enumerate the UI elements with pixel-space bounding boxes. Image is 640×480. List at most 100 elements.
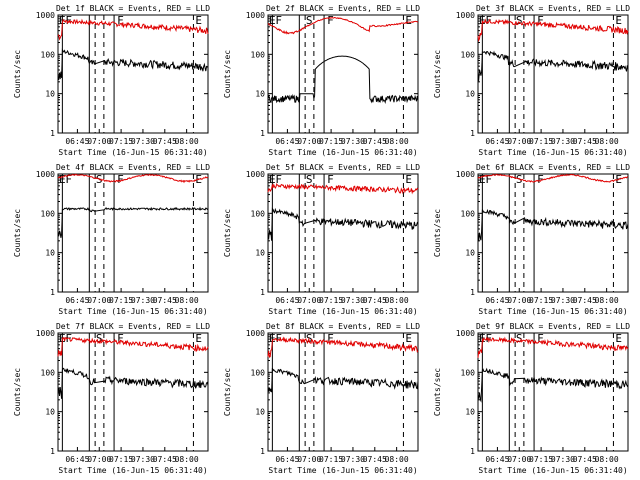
- y-tick-label: 1000: [246, 170, 265, 179]
- events-series-line: [267, 367, 419, 393]
- detector-panel: Det 3f BLACK = Events, RED = LLD 1 10 100 10…: [433, 4, 630, 157]
- y-axis-label: Counts/sec: [433, 368, 442, 416]
- lld-series-line: [477, 173, 629, 183]
- y-tick-label: 10: [45, 408, 55, 417]
- y-tick-label: 1000: [36, 170, 55, 179]
- marker-letter: S: [306, 332, 313, 345]
- events-series-line: [477, 208, 629, 242]
- axis-box: [267, 332, 419, 452]
- x-tick-label: 07:30: [131, 137, 155, 146]
- detector-panel: Det 2f BLACK = Events, RED = LLD 1 10 100 10…: [223, 4, 420, 157]
- marker-letter: F: [327, 173, 334, 186]
- y-tick-label: 10: [255, 408, 265, 417]
- y-tick-label: 1: [50, 129, 55, 138]
- marker-letter: F: [117, 14, 124, 27]
- marker-letter: F: [65, 14, 72, 27]
- x-tick-label: 07:45: [153, 455, 177, 464]
- x-axis-label: Start Time (16-Jun-15 06:31:40): [478, 307, 627, 316]
- panel-title: Det 9f BLACK = Events, RED = LLD: [476, 322, 630, 331]
- x-tick-label: 07:30: [341, 455, 365, 464]
- marker-letter: F: [537, 14, 544, 27]
- x-tick-label: 07:30: [131, 455, 155, 464]
- marker-letter: E: [59, 173, 66, 186]
- x-tick-label: 07:30: [551, 455, 575, 464]
- axis-box: [57, 173, 209, 293]
- marker-letter: F: [275, 332, 282, 345]
- y-axis-label: Counts/sec: [223, 368, 232, 416]
- x-tick-label: 07:15: [529, 455, 553, 464]
- x-tick-label: 06:45: [275, 137, 299, 146]
- marker-letter: S: [516, 173, 523, 186]
- lld-series-line: [267, 336, 419, 358]
- x-tick-label: 07:45: [153, 296, 177, 305]
- y-tick-label: 1: [470, 288, 475, 297]
- x-tick-label: 07:15: [319, 296, 343, 305]
- marker-letter: E: [195, 14, 202, 27]
- x-tick-label: 07:45: [363, 296, 387, 305]
- y-tick-label: 100: [461, 368, 476, 377]
- detector-panel: Det 5f BLACK = Events, RED = LLD 1 10 100 10…: [223, 163, 420, 316]
- panel-title: Det 5f BLACK = Events, RED = LLD: [266, 163, 420, 172]
- y-axis-label: Counts/sec: [433, 209, 442, 257]
- marker-letter: E: [269, 14, 276, 27]
- x-tick-label: 06:45: [485, 455, 509, 464]
- marker-letter: E: [615, 332, 622, 345]
- x-axis-label: Start Time (16-Jun-15 06:31:40): [58, 307, 207, 316]
- panel-title: Det 3f BLACK = Events, RED = LLD: [476, 4, 630, 13]
- axis-box: [267, 14, 419, 134]
- y-tick-label: 1000: [456, 170, 475, 179]
- y-tick-label: 1: [50, 288, 55, 297]
- x-tick-label: 06:45: [65, 137, 89, 146]
- x-tick-label: 07:30: [341, 137, 365, 146]
- panel-title: Det 4f BLACK = Events, RED = LLD: [56, 163, 210, 172]
- x-tick-label: 07:30: [341, 296, 365, 305]
- x-tick-label: 06:45: [485, 296, 509, 305]
- detector-panel: Det 7f BLACK = Events, RED = LLD 1 10 100 10…: [13, 322, 210, 475]
- x-tick-label: 08:00: [595, 296, 619, 305]
- y-tick-label: 1: [50, 447, 55, 456]
- lld-series-line: [267, 182, 419, 195]
- lld-series-line: [267, 16, 419, 35]
- marker-letter: F: [327, 14, 334, 27]
- x-tick-label: 06:45: [65, 296, 89, 305]
- x-tick-label: 07:30: [131, 296, 155, 305]
- x-tick-label: 06:45: [65, 455, 89, 464]
- events-series-line: [57, 367, 209, 399]
- marker-letter: S: [306, 173, 313, 186]
- y-tick-label: 100: [251, 209, 266, 218]
- x-tick-label: 07:45: [363, 137, 387, 146]
- x-tick-label: 07:00: [507, 137, 531, 146]
- y-tick-label: 1: [260, 447, 265, 456]
- marker-letter: F: [485, 14, 492, 27]
- marker-letter: F: [117, 332, 124, 345]
- detector-panel: Det 4f BLACK = Events, RED = LLD 1 10 100 10…: [13, 163, 210, 316]
- y-axis-label: Counts/sec: [223, 209, 232, 257]
- y-axis-label: Counts/sec: [13, 368, 22, 416]
- events-series-line: [57, 206, 209, 238]
- x-axis-label: Start Time (16-Jun-15 06:31:40): [478, 466, 627, 475]
- marker-letter: F: [275, 173, 282, 186]
- marker-letter: E: [269, 332, 276, 345]
- axis-box: [477, 14, 629, 134]
- x-tick-label: 07:15: [529, 296, 553, 305]
- y-tick-label: 100: [461, 209, 476, 218]
- y-tick-label: 1: [260, 129, 265, 138]
- x-axis-label: Start Time (16-Jun-15 06:31:40): [58, 466, 207, 475]
- x-tick-label: 07:15: [109, 137, 133, 146]
- events-series-line: [477, 367, 629, 403]
- x-tick-label: 07:45: [363, 455, 387, 464]
- panel-title: Det 1f BLACK = Events, RED = LLD: [56, 4, 210, 13]
- panel-title: Det 2f BLACK = Events, RED = LLD: [266, 4, 420, 13]
- y-axis-label: Counts/sec: [223, 50, 232, 98]
- marker-letter: E: [195, 332, 202, 345]
- x-tick-label: 07:00: [87, 455, 111, 464]
- events-series-line: [57, 48, 209, 80]
- marker-letter: E: [479, 173, 486, 186]
- x-tick-label: 07:00: [87, 137, 111, 146]
- x-tick-label: 07:00: [507, 455, 531, 464]
- x-tick-label: 08:00: [595, 137, 619, 146]
- x-tick-label: 07:15: [109, 296, 133, 305]
- marker-letter: E: [479, 14, 486, 27]
- axis-box: [267, 173, 419, 293]
